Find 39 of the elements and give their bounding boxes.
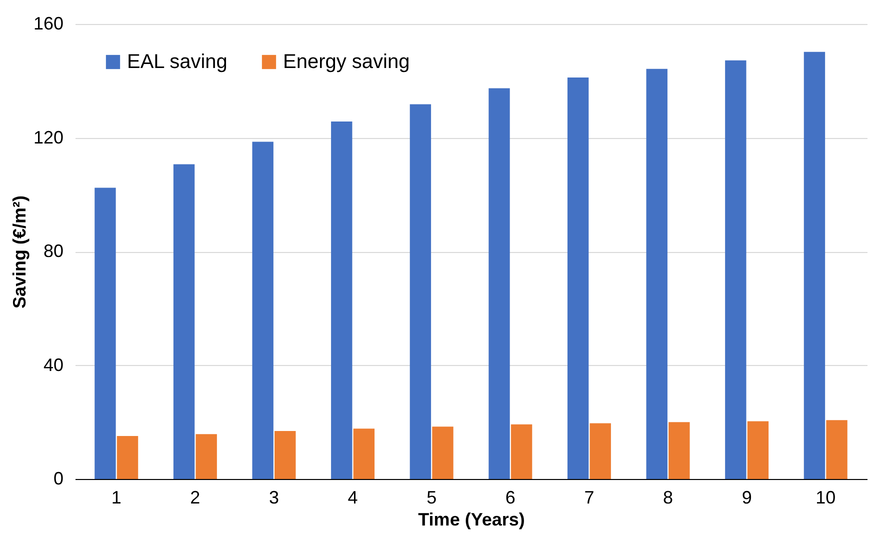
bar <box>488 88 510 479</box>
bar <box>590 423 611 479</box>
bar <box>94 188 116 479</box>
bar <box>196 434 217 479</box>
x-tick-label: 10 <box>816 488 836 508</box>
x-tick-label: 5 <box>426 488 437 508</box>
bar <box>567 77 589 479</box>
x-tick-label: 3 <box>268 488 279 508</box>
bar <box>646 68 668 479</box>
x-tick-label: 6 <box>505 488 516 508</box>
bar <box>173 164 195 479</box>
bar <box>252 142 274 479</box>
bar <box>510 424 532 479</box>
x-tick-label: 9 <box>742 488 752 508</box>
bar <box>747 421 769 479</box>
x-axis-title: Time (Years) <box>418 510 525 530</box>
x-tick-label: 1 <box>111 488 122 508</box>
y-tick-label: 80 <box>43 241 64 261</box>
y-tick-label: 160 <box>33 14 64 34</box>
bar <box>353 428 375 479</box>
bar <box>331 122 352 479</box>
y-tick-label: 0 <box>53 468 64 488</box>
bar <box>804 52 826 479</box>
y-axis-title: Saving (€/m²) <box>9 195 30 309</box>
y-tick-label: 40 <box>43 354 64 375</box>
bar <box>826 420 848 479</box>
legend-label: EAL saving <box>127 51 228 73</box>
bar <box>432 426 454 479</box>
bar <box>274 430 296 479</box>
legend-label: Energy saving <box>283 51 410 73</box>
x-tick-label: 2 <box>190 488 200 508</box>
y-tick-label: 120 <box>33 127 64 148</box>
x-tick-label: 4 <box>348 488 358 508</box>
bar <box>725 60 746 479</box>
x-tick-label: 7 <box>584 488 594 508</box>
bar <box>410 104 432 479</box>
bar <box>116 436 138 479</box>
bar <box>668 422 690 479</box>
x-tick-label: 8 <box>663 488 674 508</box>
